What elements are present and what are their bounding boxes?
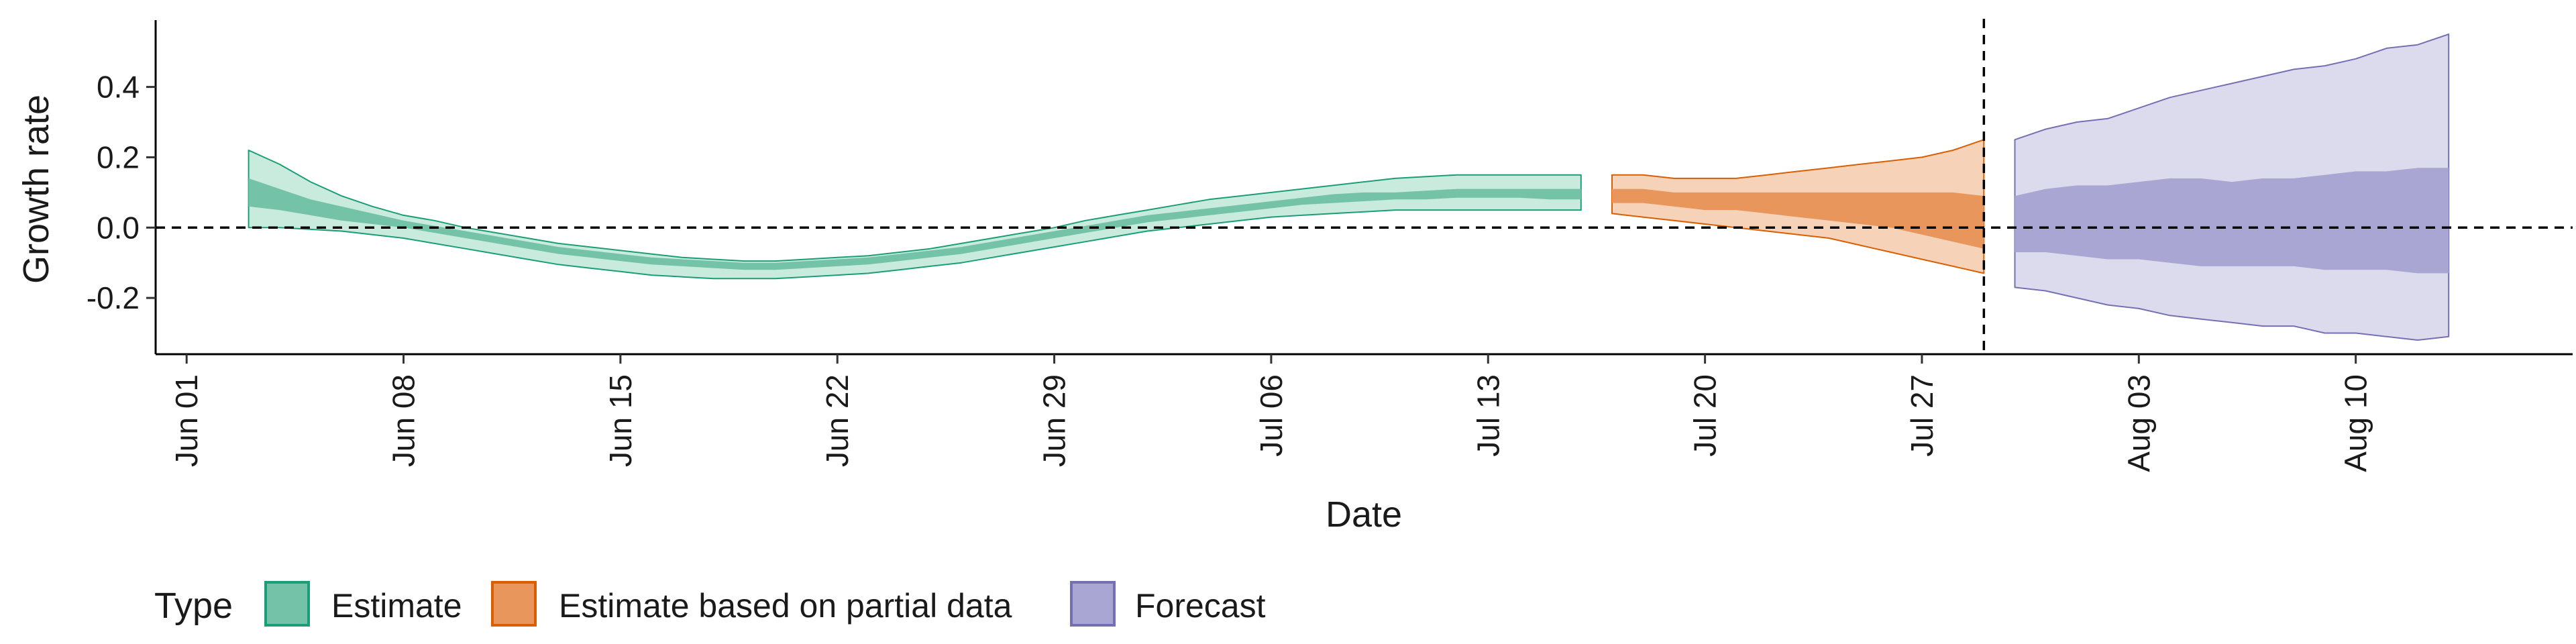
legend-key-estimate-based-on-partial-data bbox=[491, 581, 537, 627]
y-tick-label: 0.0 bbox=[97, 210, 140, 245]
legend-key-estimate bbox=[264, 581, 310, 627]
x-tick-label: Jul 20 bbox=[1688, 374, 1723, 457]
y-tick-label: 0.2 bbox=[97, 140, 140, 174]
legend-title: Type bbox=[154, 586, 233, 626]
x-tick-label: Jul 13 bbox=[1470, 374, 1505, 457]
y-tick-label: -0.2 bbox=[87, 280, 140, 315]
legend: Type Estimate Estimate based on partial d… bbox=[154, 581, 1266, 627]
y-axis-title: Growth rate bbox=[16, 95, 56, 284]
x-tick-label: Jul 06 bbox=[1254, 374, 1289, 457]
x-tick-label: Jun 22 bbox=[820, 374, 855, 467]
x-tick-label: Aug 03 bbox=[2121, 374, 2156, 472]
y-ticks: -0.2 0.0 0.2 0.4 bbox=[87, 70, 156, 315]
forecast-inner-band bbox=[2015, 168, 2449, 274]
x-axis-title: Date bbox=[1326, 494, 1402, 535]
x-tick-label: Jul 27 bbox=[1904, 374, 1939, 457]
estimate-outer-band bbox=[248, 150, 1582, 280]
legend-label-estimate: Estimate bbox=[331, 587, 462, 625]
x-tick-label: Jun 29 bbox=[1037, 374, 1072, 467]
legend-label-forecast: Forecast bbox=[1135, 587, 1266, 625]
legend-label-estimate-based-on-partial-data: Estimate based on partial data bbox=[559, 587, 1012, 625]
x-tick-label: Jun 15 bbox=[603, 374, 638, 467]
legend-key-forecast bbox=[1070, 581, 1116, 627]
reference-lines bbox=[156, 19, 2573, 354]
x-tick-label: Jun 08 bbox=[386, 374, 421, 467]
x-tick-label: Jun 01 bbox=[169, 374, 204, 467]
bands-layer bbox=[248, 34, 2450, 341]
x-tick-label: Aug 10 bbox=[2339, 374, 2373, 472]
y-tick-label: 0.4 bbox=[97, 70, 140, 105]
x-ticks: Jun 01 Jun 08 Jun 15 Jun 22 Jun 29 Jul 06 Jul … bbox=[169, 354, 2373, 472]
estimate-based-on-partial-data-inner-band bbox=[1612, 189, 1984, 249]
